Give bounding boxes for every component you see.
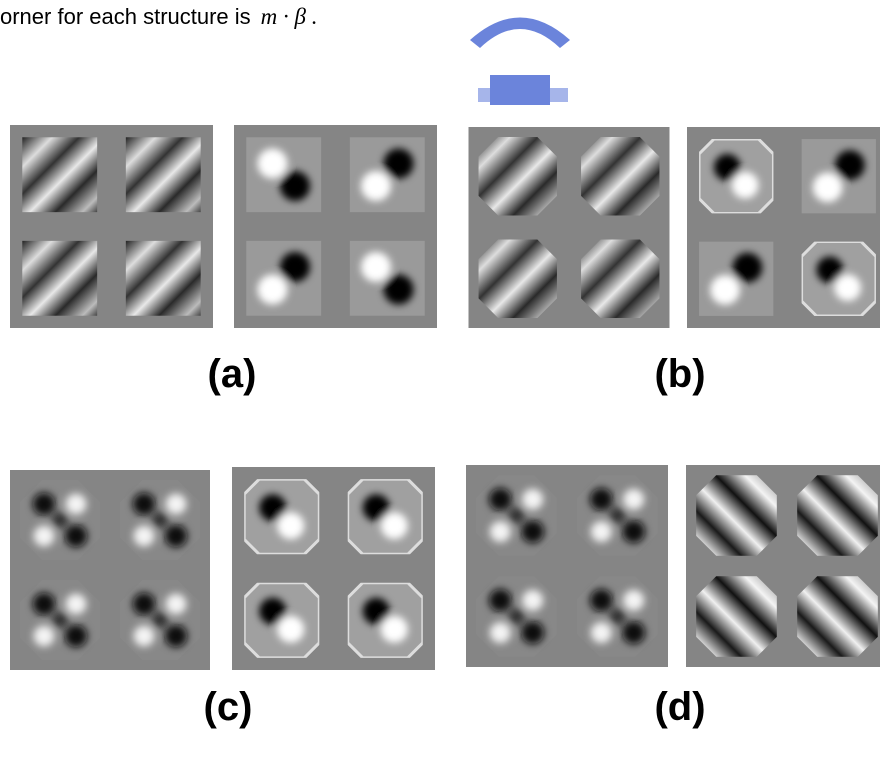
figure bbox=[0, 0, 880, 758]
field-image bbox=[686, 465, 880, 667]
page: orner for each structure is m · β . (a) (… bbox=[0, 0, 880, 758]
field-image bbox=[232, 467, 435, 670]
field-image bbox=[10, 125, 213, 328]
caption-line: orner for each structure is m · β . bbox=[0, 4, 318, 30]
field-image bbox=[469, 127, 670, 328]
field-image bbox=[10, 470, 210, 670]
panel-label: (a) bbox=[208, 352, 257, 397]
watermark bbox=[470, 18, 570, 106]
math-expression: m · β . bbox=[261, 4, 318, 29]
panel-label: (c) bbox=[204, 685, 253, 730]
field-image bbox=[234, 125, 437, 328]
field-image bbox=[466, 465, 668, 667]
caption-text: orner for each structure is bbox=[0, 4, 251, 29]
panel-label: (d) bbox=[654, 685, 705, 730]
panel-label: (b) bbox=[654, 352, 705, 397]
field-image bbox=[687, 127, 880, 328]
